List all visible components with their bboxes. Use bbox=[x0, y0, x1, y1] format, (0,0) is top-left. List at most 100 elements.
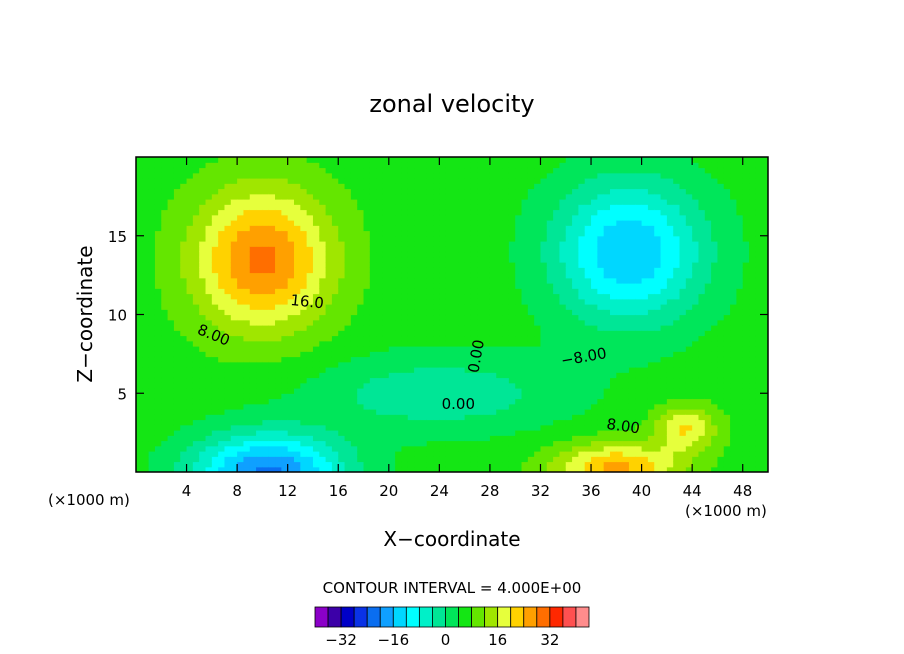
field-cell bbox=[597, 178, 605, 184]
field-cell bbox=[268, 372, 276, 379]
field-cell bbox=[515, 325, 523, 331]
field-cell bbox=[540, 346, 548, 352]
field-cell bbox=[376, 451, 384, 457]
field-cell bbox=[508, 393, 516, 400]
field-cell bbox=[515, 204, 523, 211]
field-cell bbox=[603, 204, 611, 211]
field-cell bbox=[395, 204, 403, 211]
field-cell bbox=[363, 361, 371, 368]
field-cell bbox=[616, 214, 624, 221]
field-cell bbox=[584, 440, 592, 447]
field-cell bbox=[502, 209, 510, 216]
field-cell bbox=[591, 445, 598, 452]
field-cell bbox=[161, 209, 169, 216]
field-cell bbox=[249, 356, 257, 363]
field-cell bbox=[565, 178, 573, 184]
field-cell bbox=[407, 451, 415, 457]
field-cell bbox=[439, 419, 447, 426]
field-cell bbox=[433, 262, 440, 268]
field-cell bbox=[331, 178, 339, 184]
field-cell bbox=[294, 430, 301, 436]
field-cell bbox=[610, 251, 617, 258]
field-cell bbox=[452, 272, 459, 279]
field-cell bbox=[395, 445, 403, 452]
field-cell bbox=[559, 319, 567, 326]
field-cell bbox=[559, 214, 567, 221]
field-cell bbox=[388, 319, 396, 326]
field-cell bbox=[199, 246, 207, 253]
field-cell bbox=[616, 256, 624, 263]
field-cell bbox=[584, 230, 592, 237]
field-cell bbox=[350, 466, 358, 472]
field-cell bbox=[376, 414, 384, 421]
field-cell bbox=[350, 309, 358, 316]
field-cell bbox=[477, 167, 485, 174]
field-cell bbox=[388, 419, 396, 426]
field-cell bbox=[622, 377, 630, 384]
field-cell bbox=[224, 204, 232, 211]
field-cell bbox=[546, 293, 554, 300]
field-cell bbox=[180, 393, 188, 400]
field-cell bbox=[369, 309, 377, 316]
field-cell bbox=[369, 388, 377, 394]
field-cell bbox=[546, 267, 554, 274]
field-cell bbox=[597, 188, 605, 195]
field-cell bbox=[420, 256, 428, 263]
field-cell bbox=[578, 409, 586, 415]
field-cell bbox=[508, 414, 516, 421]
field-cell bbox=[483, 409, 491, 415]
field-cell bbox=[199, 456, 207, 463]
field-cell bbox=[319, 209, 327, 216]
field-cell bbox=[420, 204, 428, 211]
field-cell bbox=[515, 225, 523, 232]
field-cell bbox=[275, 325, 282, 331]
field-cell bbox=[584, 456, 592, 463]
field-cell bbox=[382, 162, 390, 169]
field-cell bbox=[369, 188, 377, 195]
field-cell bbox=[224, 335, 232, 342]
field-cell bbox=[559, 414, 567, 421]
field-cell bbox=[382, 225, 390, 232]
field-cell bbox=[407, 403, 415, 410]
field-cell bbox=[344, 262, 352, 268]
field-cell bbox=[628, 372, 636, 379]
field-cell bbox=[369, 372, 377, 379]
field-cell bbox=[578, 225, 586, 232]
field-cell bbox=[483, 293, 491, 300]
field-cell bbox=[186, 403, 194, 410]
field-cell bbox=[445, 262, 453, 268]
field-cell bbox=[540, 220, 548, 226]
field-cell bbox=[628, 367, 636, 373]
field-cell bbox=[300, 351, 308, 358]
field-cell bbox=[382, 388, 390, 394]
field-cell bbox=[256, 356, 263, 363]
field-cell bbox=[508, 167, 516, 174]
field-cell bbox=[230, 367, 238, 373]
field-cell bbox=[230, 461, 238, 468]
field-cell bbox=[192, 403, 200, 410]
field-cell bbox=[433, 220, 440, 226]
field-cell bbox=[256, 304, 263, 310]
field-cell bbox=[546, 424, 554, 431]
field-cell bbox=[136, 209, 143, 216]
field-cell bbox=[186, 199, 194, 205]
field-cell bbox=[338, 157, 346, 163]
field-cell bbox=[521, 414, 529, 421]
field-cell bbox=[515, 335, 523, 342]
field-cell bbox=[382, 372, 390, 379]
field-cell bbox=[628, 214, 636, 221]
field-cell bbox=[331, 246, 339, 253]
field-cell bbox=[325, 414, 333, 421]
field-cell bbox=[572, 246, 579, 253]
field-cell bbox=[281, 309, 289, 316]
field-cell bbox=[142, 298, 150, 305]
field-cell bbox=[458, 277, 466, 284]
field-cell bbox=[439, 456, 447, 463]
field-cell bbox=[338, 235, 346, 242]
field-cell bbox=[414, 251, 421, 258]
field-cell bbox=[319, 335, 327, 342]
field-cell bbox=[641, 204, 649, 211]
field-cell bbox=[395, 193, 403, 200]
field-cell bbox=[572, 262, 579, 268]
field-cell bbox=[199, 157, 207, 163]
